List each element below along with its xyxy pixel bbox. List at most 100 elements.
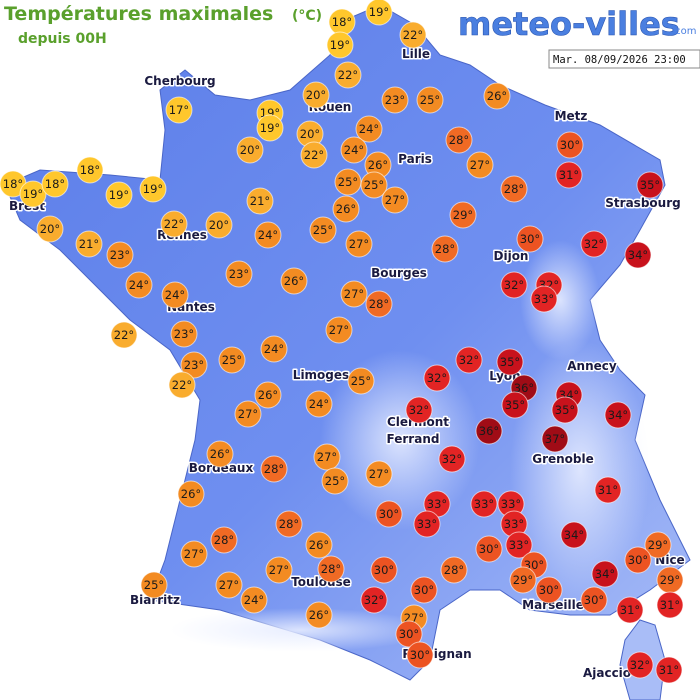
temp-label: 24° [244,593,264,607]
temp-label: 32° [427,371,447,385]
temp-label: 25° [338,175,358,189]
temp-bubble [180,351,208,379]
temp-bubble [470,490,498,518]
temp-label: 32° [459,353,479,367]
jura [520,240,600,360]
temp-bubble [240,586,268,614]
temp-label: 30° [560,138,580,152]
temp-label: 32° [364,593,384,607]
temp-bubble [302,81,330,109]
city-name: Biarritz [130,593,180,607]
pyrenees [170,608,430,652]
temp-label: 28° [444,563,464,577]
temp-bubble [516,225,544,253]
temp-bubble [180,540,208,568]
temp-bubble [139,175,167,203]
temp-bubble [509,566,537,594]
temp-bubble [496,348,524,376]
temp-label: 29° [660,573,680,587]
temp-label: 22° [114,328,134,342]
temp-label: 33° [504,517,524,531]
temp-bubble [381,186,409,214]
city-name: Bourges [371,266,427,280]
temp-label: 35° [640,178,660,192]
temp-bubble [591,560,619,588]
temp-bubble [381,86,409,114]
temp-label: 27° [238,407,258,421]
temp-bubble [624,241,652,269]
temp-label: 25° [222,353,242,367]
temp-bubble [375,500,403,528]
temp-label: 32° [630,658,650,672]
temp-bubble [438,445,466,473]
temp-bubble [636,171,664,199]
temp-bubble [246,187,274,215]
temp-bubble [410,576,438,604]
temp-bubble [616,596,644,624]
temp-label: 26° [368,158,388,172]
temp-bubble [234,400,262,428]
temp-label: 24° [359,122,379,136]
temp-bubble [210,526,238,554]
temp-label: 26° [487,89,507,103]
temp-bubble [41,170,69,198]
temp-bubble [580,230,608,258]
timestamp: Mar. 08/09/2026 23:00 [553,54,686,66]
temp-bubble [475,535,503,563]
temp-label: 24° [309,397,329,411]
temp-label: 26° [309,608,329,622]
temp-bubble [305,531,333,559]
temp-label: 28° [214,533,234,547]
temp-label: 26° [284,274,304,288]
logo: meteo-villes [458,5,680,43]
temp-bubble [110,321,138,349]
temp-label: 19° [369,5,389,19]
city-name: Cherbourg [144,74,215,88]
temp-label: 25° [325,474,345,488]
temp-bubble [541,425,569,453]
temp-label: 19° [23,187,43,201]
temp-label: 32° [409,403,429,417]
temp-label: 22° [172,378,192,392]
temp-label: 20° [209,218,229,232]
city-labels: CherbourgLilleRouenParisMetzBrestStrasbo… [7,46,686,682]
temp-bubble [535,576,563,604]
temp-bubble [321,467,349,495]
temp-bubble [656,591,684,619]
temp-bubble [406,641,434,669]
temp-bubble [170,320,198,348]
temp-label: 24° [264,342,284,356]
massif-central [320,350,480,530]
temp-label: 27° [349,237,369,251]
temperature-bubbles: 18°19°19°22°22°17°20°19°19°23° 25° 26°20° 2… [0,0,684,684]
temp-label: 21° [79,237,99,251]
temp-bubble [75,230,103,258]
temp-label: 28° [369,297,389,311]
temp-bubble [365,0,393,26]
temp-label: 22° [403,28,423,42]
temp-label: 35° [555,403,575,417]
city-name: Metz [555,109,588,123]
temp-label: 31° [620,603,640,617]
temp-label: 26° [336,202,356,216]
temp-label: 29° [453,208,473,222]
temp-bubble [501,391,529,419]
temp-bubble [340,136,368,164]
temp-bubble [395,620,423,648]
temp-label: 31° [659,663,679,677]
temp-label: 20° [240,143,260,157]
temp-label: 30° [379,507,399,521]
temp-label: 34° [595,567,615,581]
temp-label: 26° [210,447,230,461]
temp-label: 25° [144,578,164,592]
temp-label: 32° [442,452,462,466]
temp-bubble [624,546,652,574]
temp-label: 18° [45,177,65,191]
temp-label: 28° [449,133,469,147]
temp-label: 30° [374,563,394,577]
temp-bubble [165,96,193,124]
temp-label: 33° [501,497,521,511]
temp-label: 23° [385,93,405,107]
temp-label: 22° [304,148,324,162]
